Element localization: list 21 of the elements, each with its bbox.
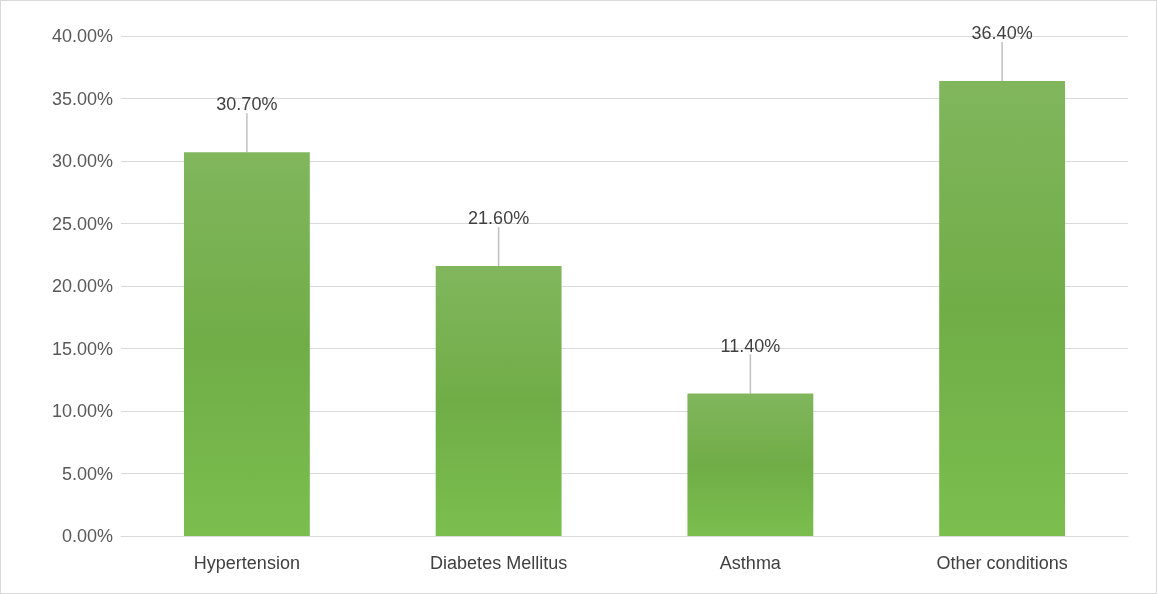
y-tick-label: 20.00% xyxy=(51,276,113,296)
data-label: 11.40% xyxy=(720,335,781,356)
y-tick-label: 5.00% xyxy=(61,463,113,484)
y-tick-label: 35.00% xyxy=(51,88,113,109)
bar xyxy=(435,266,562,536)
y-tick-label: 30.00% xyxy=(51,151,113,171)
data-label: 30.70% xyxy=(216,94,278,115)
x-tick-label: Asthma xyxy=(719,553,782,573)
y-tick-label: 15.00% xyxy=(51,338,113,359)
data-label: 21.60% xyxy=(468,208,530,228)
bar xyxy=(687,393,814,536)
y-tick-label: 25.00% xyxy=(51,213,113,234)
bar xyxy=(939,81,1066,536)
y-tick-label: 0.00% xyxy=(61,526,113,546)
data-label: 36.40% xyxy=(971,23,1033,43)
x-tick-label: Other conditions xyxy=(936,553,1068,573)
x-tick-label: Hypertension xyxy=(193,553,300,573)
bar xyxy=(183,152,310,536)
y-tick-label: 40.00% xyxy=(51,26,113,46)
x-tick-label: Diabetes Mellitus xyxy=(430,553,568,573)
y-tick-label: 10.00% xyxy=(51,401,113,421)
